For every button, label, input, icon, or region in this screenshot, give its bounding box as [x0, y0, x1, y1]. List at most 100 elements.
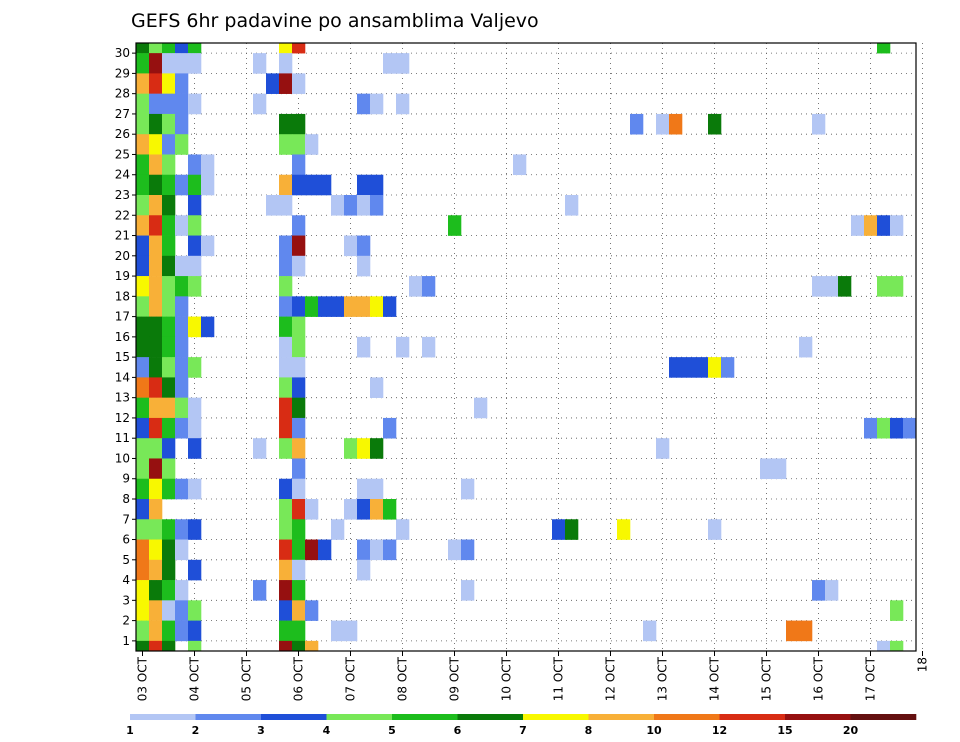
precip-cell — [162, 73, 176, 94]
precip-cell — [656, 113, 670, 135]
precip-cell — [292, 377, 306, 398]
colorbar-legend: 1 2 3 4 5 6 7 8 10 12 15 20 — [126, 714, 917, 737]
precip-cell — [149, 620, 163, 642]
precip-cell — [136, 458, 150, 480]
precip-cell — [344, 195, 358, 216]
precip-cell — [162, 43, 176, 54]
precip-cell — [344, 438, 358, 459]
precip-cell — [279, 235, 293, 257]
precip-cell — [396, 519, 410, 540]
precip-cell — [617, 519, 631, 540]
precip-cell — [825, 580, 839, 601]
x-axis-tick-labels: 03 OCT 04 OCT 05 OCT 06 OCT 07 OCT 08 OCT 09 O… — [136, 651, 930, 701]
precip-cell — [370, 93, 384, 115]
precip-cell — [838, 276, 852, 297]
precip-cell — [357, 255, 371, 277]
precip-cell — [136, 600, 150, 621]
precip-cell — [279, 640, 293, 652]
precip-cell — [162, 640, 176, 652]
precip-cell — [188, 357, 202, 378]
colorbar-label: 7 — [519, 724, 527, 737]
precip-cell — [188, 640, 202, 652]
y-tick-label: 19 — [115, 269, 130, 283]
x-tick-label: 06 OCT — [292, 656, 306, 701]
colorbar-label: 2 — [192, 724, 200, 737]
colorbar-swatch — [850, 714, 917, 720]
precip-cell — [279, 499, 293, 520]
colorbar-label: 12 — [712, 724, 727, 737]
precip-cell — [448, 215, 462, 236]
precip-cell — [383, 499, 397, 520]
precip-cell — [344, 499, 358, 520]
precip-cell — [136, 235, 150, 257]
precip-cell — [396, 93, 410, 115]
precip-cell — [279, 276, 293, 297]
precip-cell — [266, 73, 280, 94]
precip-cell — [279, 478, 293, 500]
precip-cell — [279, 113, 293, 135]
precip-cell — [149, 174, 163, 196]
precip-cell — [175, 357, 189, 378]
precip-cell — [162, 276, 176, 297]
colorbar-label: 8 — [585, 724, 593, 737]
precip-cell — [292, 235, 306, 257]
precip-cell — [188, 559, 202, 581]
precip-cell — [383, 296, 397, 317]
precip-cell — [357, 478, 371, 500]
precip-cell — [877, 417, 891, 439]
data-cells — [136, 43, 917, 652]
precip-cell — [357, 174, 371, 196]
precip-cell — [149, 458, 163, 480]
precip-cell — [162, 316, 176, 338]
precip-cell — [136, 154, 150, 176]
y-tick-label: 9 — [122, 472, 130, 486]
precip-cell — [201, 316, 215, 338]
precip-cell — [162, 93, 176, 115]
precip-cell — [279, 519, 293, 540]
precip-cell — [175, 600, 189, 621]
x-tick-label: 18 — [916, 657, 930, 672]
x-tick-label: 12 OCT — [604, 656, 618, 701]
x-tick-label: 17 OCT — [864, 656, 878, 701]
precip-cell — [188, 195, 202, 216]
precip-cell — [279, 539, 293, 561]
colorbar-label: 5 — [388, 724, 396, 737]
precip-cell — [149, 539, 163, 561]
precip-cell — [552, 519, 566, 540]
precip-cell — [136, 438, 150, 459]
precip-cell — [279, 417, 293, 439]
precip-cell — [799, 336, 813, 358]
precip-cell — [162, 174, 176, 196]
precip-cell — [279, 580, 293, 601]
precip-cell — [357, 235, 371, 257]
precip-cell — [773, 458, 787, 480]
precip-cell — [799, 620, 813, 642]
precip-cell — [188, 620, 202, 642]
precip-cell — [279, 296, 293, 317]
colorbar-label: 15 — [777, 724, 792, 737]
precip-cell — [279, 600, 293, 621]
precip-cell — [370, 377, 384, 398]
precip-cell — [279, 357, 293, 378]
precip-cell — [136, 357, 150, 378]
precip-cell — [877, 43, 891, 54]
precip-cell — [279, 134, 293, 155]
precip-cell — [279, 377, 293, 398]
precip-cell — [201, 174, 215, 196]
precip-cell — [292, 600, 306, 621]
precip-cell — [136, 640, 150, 652]
precip-cell — [175, 53, 189, 74]
precip-cell — [370, 438, 384, 459]
precip-cell — [149, 478, 163, 500]
precip-cell — [292, 134, 306, 155]
precip-cell — [136, 499, 150, 520]
precip-cell — [162, 53, 176, 74]
precip-cell — [344, 235, 358, 257]
precip-cell — [162, 417, 176, 439]
precip-cell — [292, 255, 306, 277]
precip-cell — [162, 154, 176, 176]
precip-cell — [708, 113, 722, 135]
precip-cell — [162, 559, 176, 581]
y-tick-label: 15 — [115, 350, 130, 364]
